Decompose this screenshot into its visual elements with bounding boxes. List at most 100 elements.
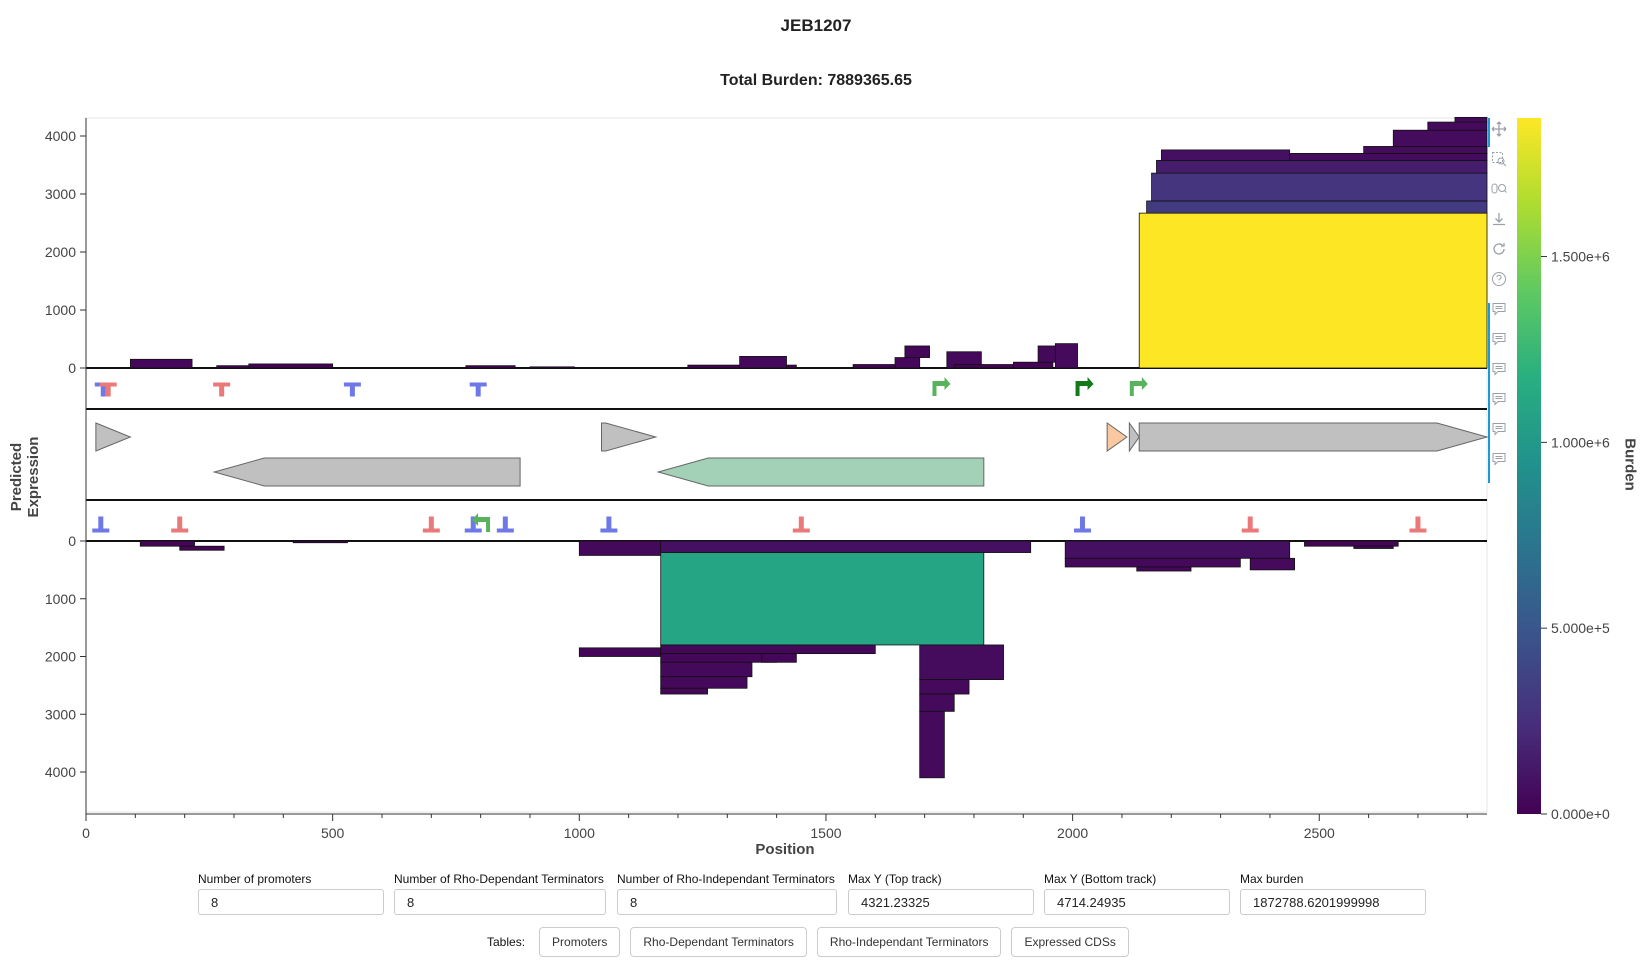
gene-arrow[interactable] xyxy=(1106,422,1128,452)
rho-independent-terminator-marker[interactable] xyxy=(1079,516,1085,531)
top-burden-bar[interactable] xyxy=(1454,116,1488,123)
bottom-burden-bar[interactable] xyxy=(660,653,778,663)
rho-dependent-table-button[interactable]: Rho-Dependant Terminators xyxy=(630,927,807,957)
bottom-burden-bar[interactable] xyxy=(1064,557,1241,568)
top-burden-bar[interactable] xyxy=(1363,146,1488,154)
top-burden-bar[interactable] xyxy=(1427,121,1488,131)
bottom-burden-bar[interactable] xyxy=(1249,557,1296,571)
bottom-burden-bar[interactable] xyxy=(292,540,348,544)
top-burden-bar[interactable] xyxy=(904,345,930,358)
rho-dependent-terminator-marker[interactable] xyxy=(177,516,183,531)
rho-independent-terminator-marker[interactable] xyxy=(98,516,104,531)
promoters-input[interactable] xyxy=(198,889,384,915)
save-icon[interactable] xyxy=(1488,208,1510,230)
top-burden-bar[interactable] xyxy=(739,355,787,369)
top-burden-bar[interactable] xyxy=(1161,149,1291,161)
bottom-burden-bar[interactable] xyxy=(660,644,876,655)
rho-dependent-terminator-marker[interactable] xyxy=(105,382,111,397)
top-burden-bar[interactable] xyxy=(1151,172,1488,202)
top-burden-bar[interactable] xyxy=(1054,343,1078,369)
reset-icon[interactable] xyxy=(1488,238,1510,260)
bottom-burden-bar[interactable] xyxy=(660,676,748,689)
promoter-marker[interactable] xyxy=(1077,377,1094,390)
promoter-marker[interactable] xyxy=(934,377,951,390)
top-burden-bar[interactable] xyxy=(1146,200,1488,214)
rho-independent-terminator-marker[interactable] xyxy=(502,516,508,531)
rho-independent-terminator-marker[interactable] xyxy=(475,382,481,397)
help-icon[interactable] xyxy=(1488,268,1510,290)
top-burden-bar[interactable] xyxy=(1138,212,1488,369)
bottom-burden-bar[interactable] xyxy=(660,540,1032,553)
bottom-burden-bar[interactable] xyxy=(578,647,662,657)
gene-arrow[interactable] xyxy=(601,422,658,452)
bottom-burden-bar[interactable] xyxy=(139,540,195,547)
gene-arrow[interactable] xyxy=(656,457,985,487)
bottom-burden-bar[interactable] xyxy=(578,540,664,556)
top-burden-bar[interactable] xyxy=(216,365,250,369)
hover-icon[interactable] xyxy=(1488,388,1510,410)
top-burden-bar[interactable] xyxy=(129,358,193,369)
top-burden-bar[interactable] xyxy=(248,363,334,369)
rho-dependent-terminator-marker[interactable] xyxy=(219,382,225,397)
gene-arrow[interactable] xyxy=(1138,422,1489,452)
gene-arrow[interactable] xyxy=(95,422,132,452)
expressed-cds-table-button[interactable]: Expressed CDSs xyxy=(1011,927,1129,957)
bottom-burden-bar[interactable] xyxy=(660,552,985,646)
bottom-burden-bar[interactable] xyxy=(660,661,753,678)
top-burden-bar[interactable] xyxy=(465,365,516,369)
max-y-top-input[interactable] xyxy=(848,889,1034,915)
rho-dependent-terminator-marker[interactable] xyxy=(428,516,434,531)
bottom-burden-bar[interactable] xyxy=(919,693,955,712)
top-burden-bar[interactable] xyxy=(1013,361,1054,369)
hover-icon[interactable] xyxy=(1488,358,1510,380)
part-markers[interactable] xyxy=(92,377,1427,533)
gene-track[interactable] xyxy=(95,421,1489,487)
rho-independent-terminator-marker[interactable] xyxy=(349,382,355,397)
promoter-marker[interactable] xyxy=(932,381,937,396)
hover-icon[interactable] xyxy=(1488,298,1510,320)
top-burden-bar[interactable] xyxy=(1392,129,1488,147)
x-tick-label: 2000 xyxy=(1057,825,1088,841)
bottom-burden-bar[interactable] xyxy=(919,710,945,779)
pan-icon[interactable] xyxy=(1488,118,1510,140)
top-burden-bar[interactable] xyxy=(529,366,575,369)
rho-dependent-terminator-marker[interactable] xyxy=(1247,516,1253,531)
rho-independent-terminator-marker[interactable] xyxy=(470,516,476,531)
bottom-burden-bar[interactable] xyxy=(1064,540,1291,559)
rho-independent-terminator-marker[interactable] xyxy=(606,516,612,531)
promoter-marker[interactable] xyxy=(486,517,491,532)
hover-icon[interactable] xyxy=(1488,328,1510,350)
rho-dependent-input[interactable] xyxy=(394,889,606,915)
burden-bars[interactable] xyxy=(129,116,1488,779)
promoter-marker[interactable] xyxy=(1129,381,1134,396)
bottom-burden-bar[interactable] xyxy=(919,679,970,695)
promoter-marker[interactable] xyxy=(1131,377,1148,390)
bottom-burden-bar[interactable] xyxy=(1136,566,1192,572)
rho-independent-input[interactable] xyxy=(617,889,837,915)
box-zoom-icon[interactable] xyxy=(1488,148,1510,170)
wheel-zoom-icon[interactable] xyxy=(1488,178,1510,200)
bottom-burden-bar[interactable] xyxy=(761,653,797,663)
gene-arrow[interactable] xyxy=(212,457,521,487)
max-y-bottom-input[interactable] xyxy=(1044,889,1230,915)
top-burden-bar[interactable] xyxy=(894,357,921,369)
rho-independent-table-button[interactable]: Rho-Independant Terminators xyxy=(816,927,1002,957)
promoters-table-button[interactable]: Promoters xyxy=(539,927,621,957)
top-burden-bar[interactable] xyxy=(1289,152,1488,161)
bottom-burden-bar[interactable] xyxy=(179,545,225,551)
bottom-burden-bar[interactable] xyxy=(660,687,708,695)
max-burden-input[interactable] xyxy=(1240,889,1426,915)
top-burden-bar[interactable] xyxy=(953,364,1024,369)
hover-icon[interactable] xyxy=(1488,448,1510,470)
bottom-burden-bar[interactable] xyxy=(1304,540,1399,547)
promoter-marker[interactable] xyxy=(1075,381,1080,396)
top-burden-bar[interactable] xyxy=(1156,159,1488,174)
bottom-burden-bar[interactable] xyxy=(919,644,1004,681)
bottom-burden-bar[interactable] xyxy=(1353,545,1394,549)
hover-icon[interactable] xyxy=(1488,418,1510,440)
gene-arrow[interactable] xyxy=(1128,421,1140,453)
rho-dependent-terminator-marker[interactable] xyxy=(1415,516,1421,531)
rho-dependent-terminator-marker[interactable] xyxy=(798,516,804,531)
promoter-marker[interactable] xyxy=(472,513,489,526)
